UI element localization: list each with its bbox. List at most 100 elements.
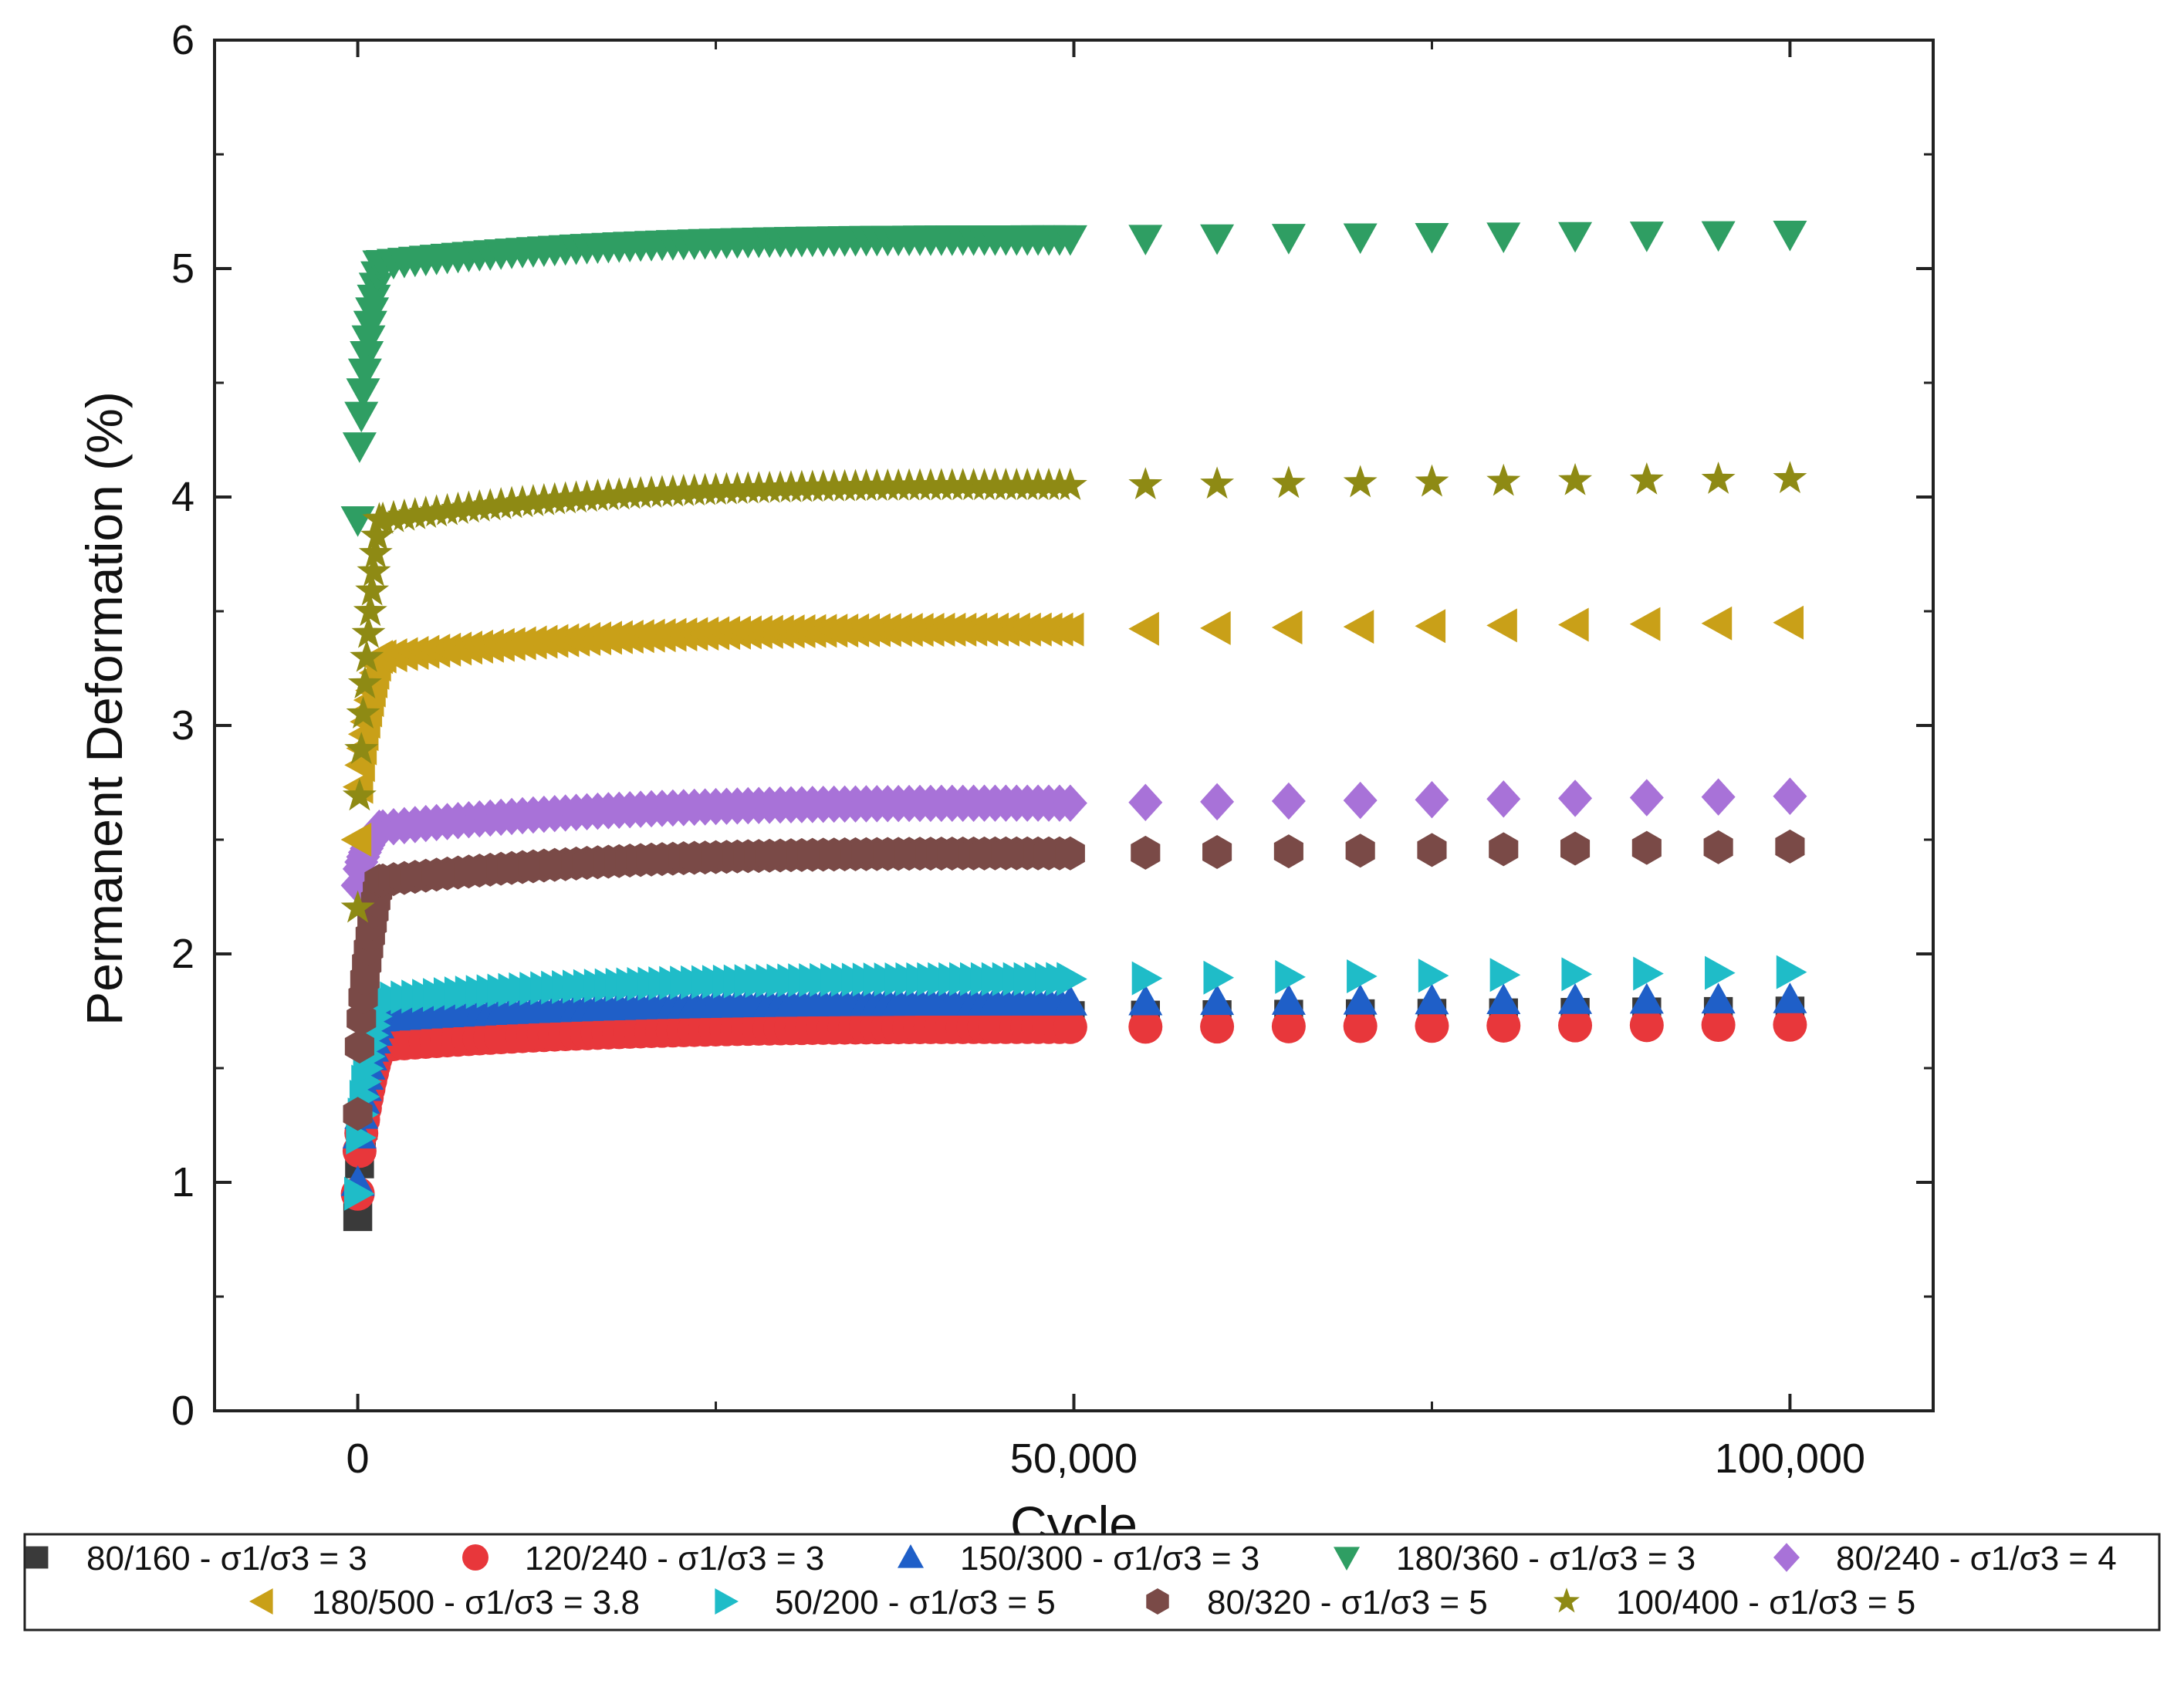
series-8 (343, 829, 1805, 1131)
legend-item: 180/500 - σ1/σ3 = 3.8 (249, 1584, 640, 1621)
data-point (1701, 778, 1736, 816)
data-point (473, 488, 508, 521)
data-point (1343, 465, 1378, 498)
data-point (526, 482, 561, 516)
data-point (1271, 610, 1303, 645)
data-point (353, 593, 387, 627)
data-point (347, 358, 382, 390)
data-point (1773, 777, 1807, 815)
data-point (1558, 221, 1593, 253)
series-9 (340, 461, 1807, 923)
data-point (1415, 464, 1449, 497)
data-point (1486, 463, 1521, 496)
data-point (408, 495, 443, 528)
legend-label: 80/240 - σ1/σ3 = 4 (1836, 1540, 2117, 1577)
legend-marker (898, 1544, 924, 1568)
legend-label: 100/400 - σ1/σ3 = 5 (1616, 1584, 1915, 1621)
data-point (1631, 830, 1662, 865)
data-point (441, 492, 475, 524)
data-point (351, 615, 386, 648)
data-point (1271, 1009, 1306, 1043)
data-point (451, 490, 486, 523)
x-tick-label: 50,000 (1010, 1435, 1138, 1482)
data-point (505, 485, 539, 518)
data-point (462, 489, 497, 522)
data-point (1561, 957, 1593, 992)
series-6 (340, 605, 1804, 857)
data-point (1486, 1008, 1521, 1043)
legend: 80/160 - σ1/σ3 = 3 120/240 - σ1/σ3 = 3 150… (23, 1533, 2161, 1632)
legend-label: 80/160 - σ1/σ3 = 3 (86, 1540, 367, 1577)
legend-item: 80/240 - σ1/σ3 = 4 (1773, 1540, 2117, 1577)
data-point (1347, 959, 1378, 994)
data-point (1202, 834, 1232, 869)
y-tick-label: 2 (171, 931, 194, 977)
data-point (340, 890, 375, 923)
y-tick-label: 5 (171, 245, 194, 292)
data-point (1200, 783, 1235, 821)
legend-label: 50/200 - σ1/σ3 = 5 (775, 1584, 1056, 1621)
data-point (1775, 829, 1805, 864)
data-point (1128, 467, 1163, 500)
legend-item: 80/320 - σ1/σ3 = 5 (1146, 1584, 1488, 1621)
data-point (1131, 835, 1161, 870)
data-point (1418, 959, 1449, 993)
data-point (1128, 783, 1163, 821)
data-point (1343, 781, 1378, 820)
data-point (377, 499, 411, 533)
data-point (419, 494, 454, 527)
data-point (1701, 982, 1736, 1014)
data-point (1271, 465, 1306, 499)
y-tick-label: 1 (171, 1159, 194, 1206)
data-point (347, 666, 382, 698)
data-point (1776, 955, 1807, 989)
series-2 (340, 1007, 1807, 1211)
data-point (1275, 959, 1306, 994)
data-point (1629, 1008, 1664, 1043)
legend-marker (1146, 1588, 1169, 1615)
data-point (495, 485, 529, 519)
series-4 (340, 221, 1807, 537)
data-point (343, 1176, 375, 1211)
data-point (344, 1030, 374, 1064)
legend-label: 120/240 - σ1/σ3 = 3 (525, 1540, 824, 1577)
x-axis: 0 50,000 100,000 (347, 40, 1865, 1482)
data-point (360, 518, 395, 551)
data-point (1415, 983, 1449, 1015)
data-point (1486, 608, 1517, 643)
data-point (1053, 225, 1087, 256)
legend-item: 100/400 - σ1/σ3 = 5 (1553, 1584, 1915, 1621)
data-point (1629, 779, 1664, 817)
data-point (1203, 960, 1235, 995)
data-point (1415, 222, 1449, 254)
data-point (1558, 462, 1593, 495)
data-point (1629, 982, 1664, 1014)
data-point (1200, 466, 1235, 499)
data-point (358, 536, 393, 569)
data-point (1486, 222, 1521, 253)
legend-marker (1334, 1547, 1360, 1571)
data-point (1273, 834, 1303, 869)
data-point (1200, 1009, 1235, 1044)
data-point (1343, 223, 1378, 255)
data-point (397, 496, 432, 529)
y-tick-label: 4 (171, 474, 194, 520)
data-point (1701, 462, 1736, 494)
data-point (353, 310, 387, 342)
data-point (1773, 982, 1807, 1013)
data-point (350, 341, 384, 372)
series-7 (343, 955, 1807, 1211)
legend-marker (1553, 1588, 1580, 1613)
data-point (1558, 779, 1593, 817)
legend-marker (1773, 1543, 1800, 1572)
data-point (1558, 983, 1593, 1014)
data-point (1053, 612, 1084, 647)
data-point (1053, 784, 1087, 822)
series-layer (340, 221, 1807, 1232)
legend-marker (25, 1546, 49, 1569)
data-point (1055, 836, 1085, 871)
data-point (1345, 834, 1375, 868)
data-point (340, 823, 372, 857)
data-point (1489, 832, 1519, 867)
legend-label: 80/320 - σ1/σ3 = 5 (1207, 1584, 1488, 1621)
